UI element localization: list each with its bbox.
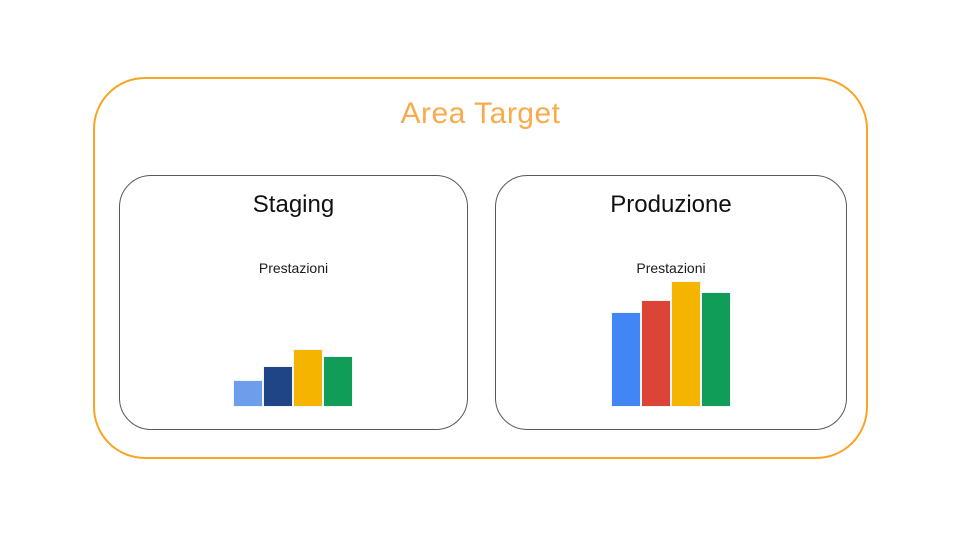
- produzione-box: Produzione Prestazioni: [495, 175, 847, 430]
- staging-chart-label: Prestazioni: [258, 260, 329, 276]
- area-target-title: Area Target: [400, 97, 561, 130]
- produzione-title: Produzione: [610, 191, 732, 218]
- produzione-chart-label: Prestazioni: [636, 260, 706, 276]
- staging-bar-chart: [234, 350, 352, 406]
- staging-chart-bar-1: [234, 381, 262, 406]
- staging-title: Staging: [252, 191, 335, 218]
- area-target-box: Area Target Staging Prestazioni Produzio…: [93, 77, 868, 459]
- staging-chart-bar-2: [264, 367, 292, 406]
- produzione-chart-bar-2: [642, 301, 670, 406]
- produzione-chart-bar-3: [672, 282, 700, 406]
- staging-chart-bar-4: [324, 357, 352, 406]
- staging-box: Staging Prestazioni: [119, 175, 468, 430]
- staging-chart-bar-3: [294, 350, 322, 406]
- produzione-chart-bar-4: [702, 293, 730, 406]
- produzione-bar-chart: [612, 282, 730, 406]
- produzione-chart-bar-1: [612, 313, 640, 406]
